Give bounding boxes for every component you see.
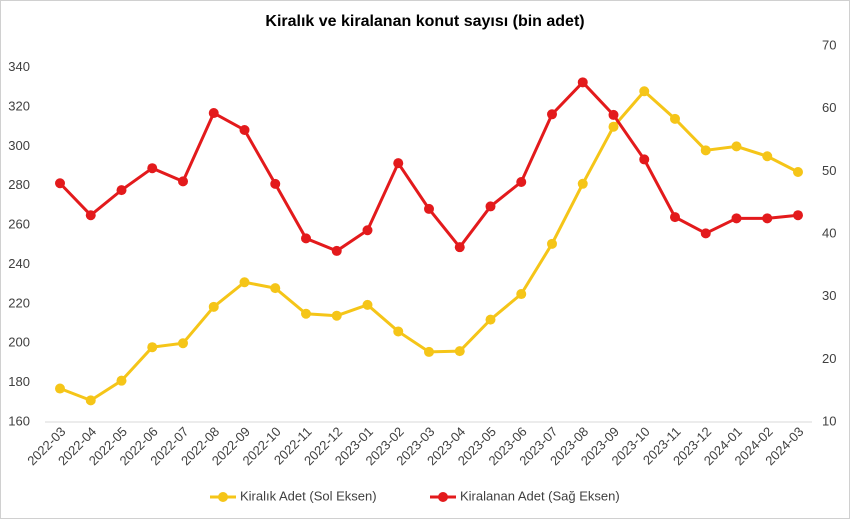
y-tick-label: 180	[8, 374, 30, 389]
point	[639, 154, 650, 165]
y2-tick-label: 20	[822, 351, 836, 366]
point	[516, 176, 527, 187]
y-tick-label: 340	[8, 59, 30, 74]
legend-label: Kiralanan Adet (Sağ Eksen)	[460, 488, 620, 503]
point	[116, 375, 127, 386]
point	[55, 383, 65, 394]
y-tick-label: 220	[8, 295, 30, 310]
point	[147, 163, 158, 174]
point	[547, 238, 557, 249]
y-tick-label: 300	[8, 138, 30, 153]
point	[85, 395, 96, 406]
point	[793, 166, 803, 177]
y2-tick-label: 30	[822, 288, 836, 303]
legend-marker	[218, 492, 228, 502]
legend-label: Kiralık Adet (Sol Eksen)	[240, 488, 377, 503]
y-tick-label: 280	[8, 177, 30, 192]
point	[639, 86, 650, 97]
point	[55, 178, 65, 189]
point	[485, 201, 496, 212]
y2-tick-label: 70	[822, 37, 836, 52]
point	[577, 178, 588, 189]
y-tick-label: 320	[8, 98, 30, 113]
point	[485, 314, 496, 325]
y-tick-label: 200	[8, 335, 30, 350]
point	[178, 338, 188, 349]
point	[239, 124, 250, 135]
point	[85, 210, 96, 221]
point	[208, 301, 219, 312]
point	[670, 212, 680, 223]
point	[731, 141, 742, 152]
point	[424, 203, 434, 214]
point	[762, 213, 773, 224]
chart-title: Kiralık ve kiralanan konut sayısı (bin a…	[265, 13, 584, 30]
y-tick-label: 160	[8, 413, 30, 428]
point	[424, 346, 434, 357]
point	[239, 277, 250, 288]
point	[393, 158, 404, 169]
point	[393, 326, 404, 337]
point	[700, 228, 711, 239]
y-tick-label: 260	[8, 217, 30, 232]
y-tick-label: 240	[8, 256, 30, 271]
point	[270, 178, 281, 189]
point	[270, 283, 281, 294]
point	[331, 310, 342, 321]
point	[208, 108, 219, 119]
y2-tick-label: 60	[822, 100, 836, 115]
point	[454, 346, 465, 357]
point	[301, 233, 311, 244]
point	[454, 242, 465, 253]
point	[608, 109, 619, 120]
point	[793, 210, 803, 221]
y2-tick-label: 50	[822, 163, 836, 178]
point	[516, 289, 527, 300]
point	[762, 151, 773, 162]
point	[147, 342, 158, 353]
y2-tick-label: 40	[822, 225, 836, 240]
point	[331, 245, 342, 256]
y2-tick-label: 10	[822, 413, 836, 428]
point	[731, 213, 742, 224]
point	[670, 113, 680, 124]
point	[362, 225, 373, 236]
point	[547, 109, 557, 120]
legend-marker	[438, 492, 448, 502]
point	[608, 121, 619, 132]
point	[178, 176, 188, 187]
point	[301, 308, 311, 319]
point	[362, 299, 373, 310]
point	[116, 185, 127, 196]
point	[577, 77, 588, 88]
point	[700, 145, 711, 156]
